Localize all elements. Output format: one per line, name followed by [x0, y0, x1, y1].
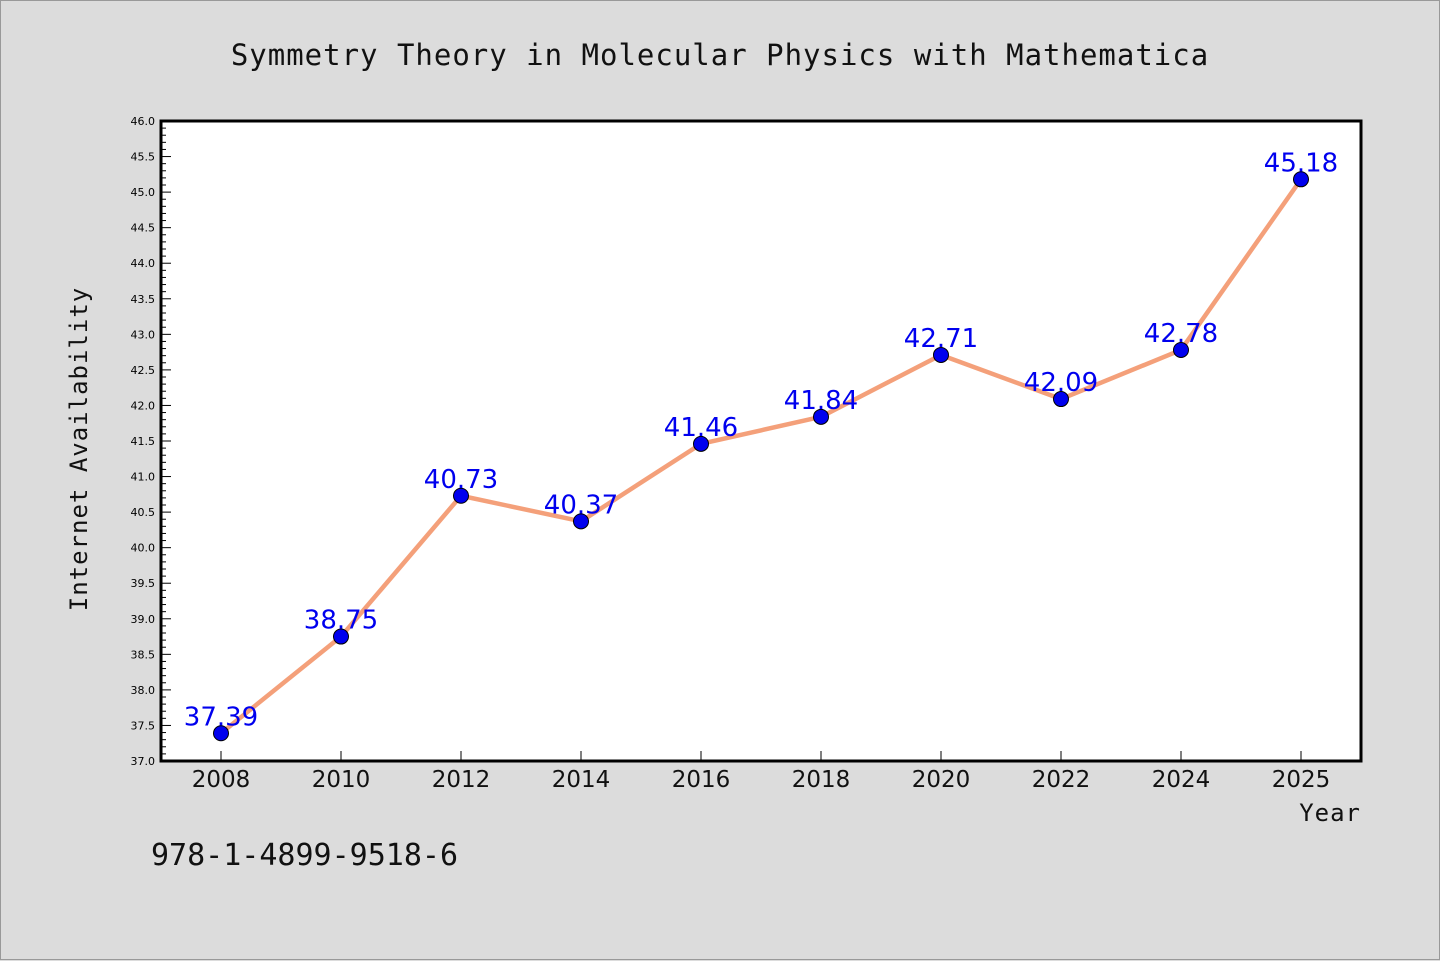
y-axis-tick-labels: 37.0 37.5 38.0 38.5 39.0 39.5 40.0 40.5 41.0 41.5… [131, 115, 156, 768]
plot-border [159, 119, 1363, 763]
data-label: 41.84 [784, 386, 858, 416]
x-axis-ticks [220, 751, 1302, 761]
x-tick-label: 2018 [792, 767, 851, 793]
data-label: 40.37 [544, 490, 618, 520]
data-point [813, 408, 829, 425]
x-tick-label: 2014 [552, 767, 611, 793]
x-tick-label: 2020 [912, 767, 971, 793]
plot-area [161, 121, 1361, 761]
x-axis-tick-labels: 2008 2010 2012 2014 2016 2018 2020 2022 2024 2025 [192, 767, 1331, 793]
data-label: 38.75 [304, 606, 378, 636]
data-label: 42.78 [1144, 319, 1218, 349]
data-label: 41.46 [664, 413, 738, 443]
data-point [213, 725, 229, 742]
isbn-text: 978-1-4899-9518-6 [151, 838, 458, 873]
x-tick-label: 2025 [1272, 767, 1331, 793]
data-point [1173, 341, 1189, 358]
data-point [693, 435, 709, 452]
data-point [573, 513, 589, 530]
y-tick-label: 37.0 [131, 755, 156, 768]
data-point [333, 628, 349, 645]
y-tick-label: 45.0 [131, 186, 156, 199]
y-tick-label: 40.0 [131, 542, 156, 555]
data-point [1053, 391, 1069, 408]
y-tick-label: 42.5 [131, 364, 156, 377]
y-tick-label: 43.5 [131, 293, 156, 306]
x-tick-label: 2012 [432, 767, 491, 793]
chart-title: Symmetry Theory in Molecular Physics wit… [231, 38, 1209, 72]
y-tick-label: 38.5 [131, 648, 156, 661]
data-label: 42.71 [904, 324, 978, 354]
series-markers [213, 171, 1309, 742]
y-tick-label: 46.0 [131, 115, 156, 128]
x-tick-label: 2022 [1032, 767, 1091, 793]
y-tick-label: 42.0 [131, 399, 156, 412]
x-tick-label: 2008 [192, 767, 251, 793]
y-tick-label: 41.5 [131, 435, 156, 448]
y-tick-label: 43.0 [131, 328, 156, 341]
y-tick-label: 40.5 [131, 506, 156, 519]
y-tick-label: 44.0 [131, 257, 156, 270]
data-label: 45.18 [1264, 148, 1338, 178]
series-line [218, 177, 1304, 736]
y-tick-label: 45.5 [131, 151, 156, 164]
data-label: 40.73 [424, 465, 498, 495]
x-tick-label: 2010 [312, 767, 371, 793]
y-axis-label: Internet Availability [65, 287, 93, 611]
data-point [1293, 171, 1309, 188]
data-label: 37.39 [184, 702, 258, 732]
data-labels: 37.39 38.75 40.73 40.37 41.46 41.84 42.71 42.09… [184, 148, 1338, 732]
x-tick-label: 2024 [1152, 767, 1211, 793]
data-point [453, 487, 469, 504]
x-axis-label: Year [1299, 799, 1361, 827]
y-tick-label: 41.0 [131, 471, 156, 484]
y-tick-label: 37.5 [131, 719, 156, 732]
data-label: 42.09 [1024, 368, 1098, 398]
data-point [933, 346, 949, 363]
y-tick-label: 44.5 [131, 222, 156, 235]
y-tick-label: 38.0 [131, 684, 156, 697]
y-tick-label: 39.0 [131, 613, 156, 626]
y-tick-label: 39.5 [131, 577, 156, 590]
x-tick-label: 2016 [672, 767, 731, 793]
